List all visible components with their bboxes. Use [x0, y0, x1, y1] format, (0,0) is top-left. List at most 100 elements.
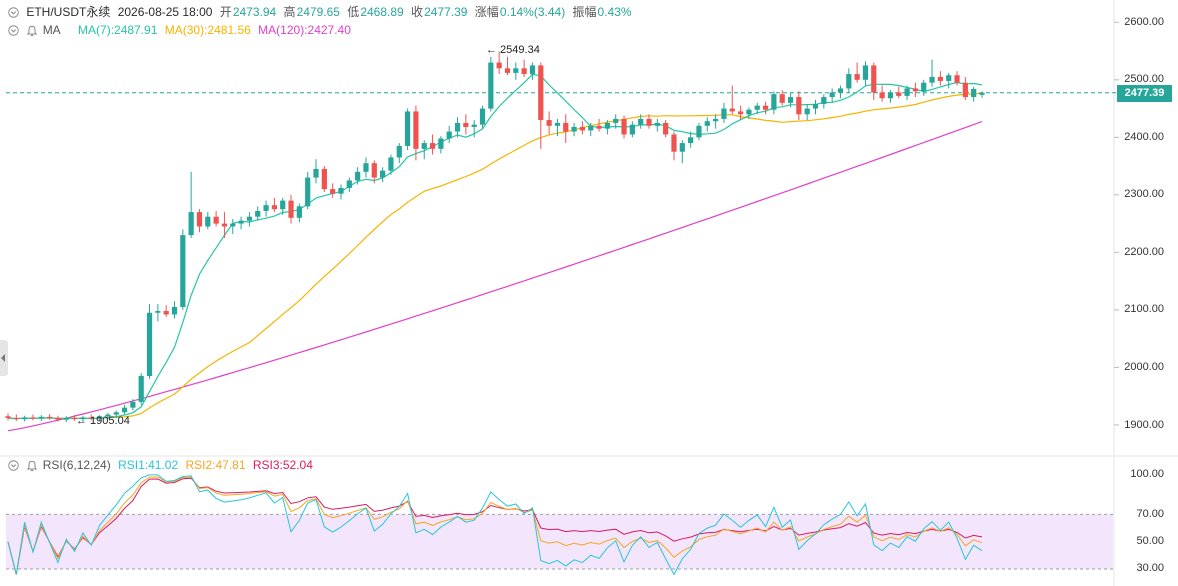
- candle[interactable]: [771, 91, 777, 115]
- candle[interactable]: [854, 62, 860, 83]
- candle[interactable]: [837, 85, 844, 99]
- candle[interactable]: [688, 131, 694, 148]
- candle[interactable]: [246, 212, 253, 227]
- candle[interactable]: [971, 86, 977, 102]
- candle[interactable]: [38, 415, 44, 421]
- candle[interactable]: [488, 56, 494, 112]
- candle[interactable]: [63, 416, 69, 423]
- candle[interactable]: [363, 157, 369, 178]
- candle[interactable]: [937, 71, 943, 86]
- candle[interactable]: [804, 103, 810, 121]
- bell-icon[interactable]: [26, 25, 38, 37]
- candle[interactable]: [288, 194, 294, 224]
- candle[interactable]: [5, 413, 11, 421]
- candle[interactable]: [321, 166, 327, 192]
- candle[interactable]: [596, 118, 602, 132]
- candle[interactable]: [671, 131, 677, 161]
- candle[interactable]: [846, 68, 852, 93]
- candle[interactable]: [479, 105, 486, 129]
- candle[interactable]: [979, 91, 985, 98]
- candle[interactable]: [205, 212, 211, 230]
- candle[interactable]: [196, 209, 203, 233]
- candle[interactable]: [604, 120, 610, 135]
- candle[interactable]: [812, 99, 819, 115]
- candle[interactable]: [621, 115, 627, 139]
- candle[interactable]: [388, 154, 394, 175]
- candle[interactable]: [305, 171, 311, 210]
- candle[interactable]: [629, 121, 635, 138]
- candle[interactable]: [138, 373, 144, 405]
- candle[interactable]: [496, 51, 502, 75]
- candle[interactable]: [22, 415, 28, 422]
- candle[interactable]: [221, 212, 228, 238]
- candle[interactable]: [713, 114, 719, 129]
- candle[interactable]: [55, 415, 61, 422]
- candle[interactable]: [263, 200, 269, 217]
- candle[interactable]: [171, 301, 178, 319]
- candle[interactable]: [904, 85, 910, 100]
- candle[interactable]: [47, 413, 53, 420]
- candle[interactable]: [396, 143, 402, 164]
- candle[interactable]: [121, 404, 128, 415]
- candle[interactable]: [230, 218, 236, 234]
- candle[interactable]: [271, 197, 277, 213]
- candle[interactable]: [113, 410, 119, 419]
- candle[interactable]: [80, 415, 86, 423]
- candle[interactable]: [929, 59, 935, 87]
- candle[interactable]: [962, 76, 968, 100]
- candle[interactable]: [213, 210, 219, 227]
- candle[interactable]: [579, 121, 586, 135]
- candle[interactable]: [521, 59, 527, 77]
- candle[interactable]: [371, 160, 377, 184]
- candle[interactable]: [71, 415, 78, 421]
- candle[interactable]: [504, 56, 511, 76]
- candle[interactable]: [280, 197, 286, 215]
- candle[interactable]: [796, 91, 802, 121]
- candle[interactable]: [88, 414, 94, 421]
- candle[interactable]: [646, 114, 652, 129]
- candle[interactable]: [163, 305, 169, 317]
- candle[interactable]: [663, 120, 669, 138]
- candle[interactable]: [446, 125, 452, 144]
- candle[interactable]: [912, 82, 919, 98]
- candle[interactable]: [180, 229, 186, 310]
- candle[interactable]: [330, 183, 336, 198]
- candle[interactable]: [737, 105, 744, 121]
- candle[interactable]: [513, 62, 519, 80]
- chevron-collapse-icon[interactable]: [8, 460, 19, 472]
- candle[interactable]: [729, 85, 735, 115]
- candle[interactable]: [238, 216, 244, 230]
- candle[interactable]: [554, 118, 561, 137]
- candle[interactable]: [380, 167, 386, 183]
- candle[interactable]: [946, 72, 952, 89]
- candle[interactable]: [571, 122, 577, 137]
- candle[interactable]: [696, 122, 702, 141]
- candle[interactable]: [654, 118, 660, 132]
- candle[interactable]: [638, 114, 644, 129]
- candle[interactable]: [746, 107, 752, 119]
- chevron-collapse-icon[interactable]: [8, 7, 19, 19]
- candle[interactable]: [13, 414, 19, 421]
- candle[interactable]: [188, 171, 194, 238]
- candle[interactable]: [921, 79, 927, 96]
- bell-icon[interactable]: [26, 460, 38, 472]
- candle[interactable]: [255, 206, 261, 221]
- candle[interactable]: [704, 117, 710, 132]
- candle[interactable]: [679, 140, 685, 164]
- candle[interactable]: [546, 111, 552, 135]
- candle[interactable]: [787, 92, 794, 108]
- candle[interactable]: [338, 184, 344, 200]
- collapse-sidebar-handle[interactable]: [0, 340, 8, 376]
- candle[interactable]: [471, 120, 477, 138]
- candle[interactable]: [30, 414, 36, 421]
- candle[interactable]: [896, 86, 902, 99]
- candle[interactable]: [779, 90, 785, 106]
- candle[interactable]: [538, 62, 544, 149]
- candle[interactable]: [438, 136, 444, 154]
- candle[interactable]: [762, 101, 769, 115]
- candle[interactable]: [563, 114, 569, 144]
- candle[interactable]: [296, 203, 302, 223]
- candle[interactable]: [155, 304, 161, 322]
- chevron-collapse-icon[interactable]: [8, 25, 19, 37]
